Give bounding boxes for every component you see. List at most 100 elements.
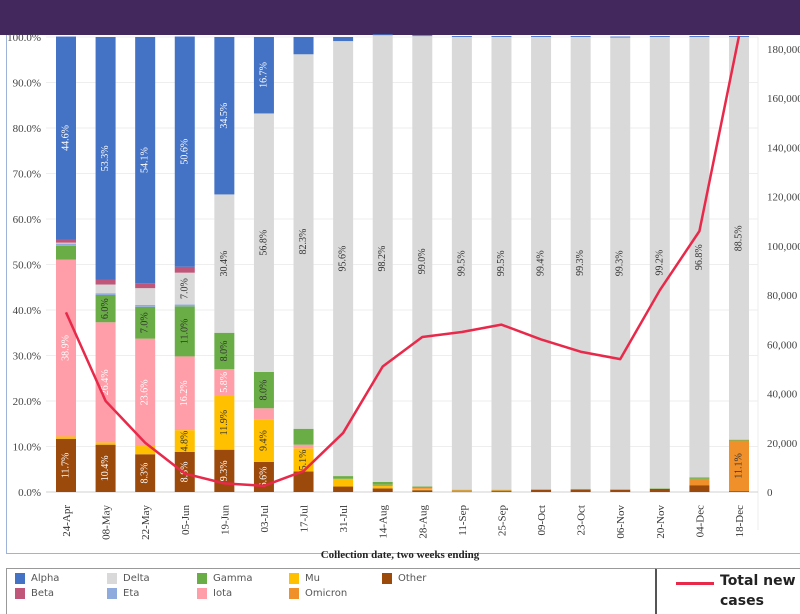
bar-segment-gamma — [452, 490, 472, 491]
y-tick-label: 30.0% — [13, 351, 41, 363]
legend-swatch — [289, 573, 299, 584]
bar-segment-beta — [96, 280, 116, 285]
bar-segment-iota — [294, 445, 314, 449]
bar-segment-gamma — [412, 487, 432, 488]
bar-segment-beta — [135, 283, 155, 288]
data-label: 10.4% — [100, 455, 111, 481]
legend-swatch — [107, 588, 117, 599]
data-label: 88.5% — [734, 225, 745, 251]
legend-swatch — [107, 573, 117, 584]
legend-swatch — [15, 573, 25, 584]
legend-label: Iota — [213, 588, 232, 599]
y-tick-label: 20.0% — [13, 396, 41, 408]
data-label: 9.3% — [219, 460, 230, 481]
bar-segment-gamma — [571, 489, 591, 490]
data-label: 16.2% — [179, 380, 190, 406]
bar-segment-other — [373, 488, 393, 492]
legend-label: Eta — [123, 588, 139, 599]
variant-proportion-chart: 0.0%10.0%20.0%30.0%40.0%50.0%60.0%70.0%8… — [0, 0, 800, 545]
data-label: 44.6% — [61, 125, 72, 151]
data-label: 54.1% — [140, 147, 151, 173]
data-label: 11.0% — [179, 319, 190, 344]
x-tick-label: 06-Nov — [615, 505, 627, 539]
bar-segment-eta — [175, 305, 195, 307]
legend-label: Beta — [31, 588, 54, 599]
legend-item-delta: Delta — [107, 573, 150, 584]
x-tick-label: 08-May — [101, 505, 113, 540]
y2-tick-label: 140,000 — [767, 142, 800, 154]
bar-segment-delta — [56, 243, 76, 244]
data-label: 30.4% — [219, 251, 230, 277]
legend-label: Other — [398, 573, 426, 584]
bar-segment-gamma — [610, 489, 630, 490]
data-label: 23.6% — [140, 379, 151, 405]
bar-segment-omicron — [689, 479, 709, 485]
data-label: 8.0% — [219, 341, 230, 362]
x-tick-label: 28-Aug — [417, 505, 429, 539]
bar-segment-other — [491, 491, 511, 492]
x-tick-label: 03-Jul — [259, 505, 271, 533]
legend-item-other: Other — [382, 573, 426, 584]
bar-segment-omicron — [412, 488, 432, 489]
data-label: 99.5% — [456, 250, 467, 276]
bar-segment-other — [531, 490, 551, 492]
bar-segment-gamma — [491, 490, 511, 491]
data-label: 99.0% — [417, 248, 428, 274]
bar-segment-other — [452, 492, 472, 493]
legend-swatch — [197, 573, 207, 584]
data-label: 56.8% — [258, 230, 269, 256]
bar-segment-gamma — [333, 476, 353, 479]
data-label: 53.3% — [100, 145, 111, 171]
legend-swatch — [289, 588, 299, 599]
bar-segment-iota — [254, 408, 274, 419]
data-label: 11.9% — [219, 410, 230, 435]
y-tick-label: 10.0% — [13, 442, 41, 454]
bar-segment-other — [571, 490, 591, 492]
y-tick-label: 0.0% — [18, 487, 41, 499]
data-label: 5.8% — [219, 372, 230, 393]
y-tick-label: 100.0% — [7, 32, 41, 44]
bar-segment-alpha — [689, 36, 709, 37]
bar-segment-gamma — [294, 429, 314, 445]
bar-segment-delta — [135, 288, 155, 305]
data-label: 99.3% — [615, 250, 626, 276]
data-label: 38.9% — [61, 335, 72, 361]
x-tick-label: 11-Sep — [457, 505, 469, 536]
bar-segment-alpha — [650, 36, 670, 37]
legend-label: Alpha — [31, 573, 59, 584]
bar-segment-gamma — [689, 477, 709, 478]
bar-segment-alpha — [491, 36, 511, 37]
y2-tick-label: 100,000 — [767, 241, 800, 253]
data-label: 11.1% — [734, 453, 745, 478]
data-label: 99.2% — [654, 250, 665, 276]
data-label: 82.3% — [298, 229, 309, 255]
bar-segment-eta — [96, 293, 116, 295]
x-tick-label: 25-Sep — [496, 505, 508, 537]
legend-item-mu: Mu — [289, 573, 320, 584]
bar-segment-omicron — [452, 490, 472, 491]
bar-segment-beta — [254, 113, 274, 114]
data-label: 95.6% — [338, 246, 349, 272]
bar-segment-other — [689, 485, 709, 492]
y-tick-label: 90.0% — [13, 78, 41, 90]
x-tick-label: 14-Aug — [378, 505, 390, 539]
x-tick-label: 05-Jun — [180, 505, 192, 535]
y-tick-label: 70.0% — [13, 169, 41, 181]
y2-tick-label: 120,000 — [767, 192, 800, 204]
bar-segment-beta — [56, 239, 76, 242]
legend-swatch — [15, 588, 25, 599]
bar-segment-alpha — [333, 37, 353, 41]
data-label: 99.5% — [496, 250, 507, 276]
bar-segment-delta — [96, 285, 116, 294]
bar-segment-mu — [333, 479, 353, 487]
x-axis-title: Collection date, two weeks ending — [0, 549, 800, 561]
x-tick-label: 04-Dec — [694, 505, 706, 537]
legend-item-omicron: Omicron — [289, 588, 347, 599]
data-label: 6.0% — [100, 298, 111, 319]
x-tick-label: 24-Apr — [61, 505, 73, 537]
bar-segment-eta — [135, 305, 155, 307]
data-label: 99.3% — [575, 250, 586, 276]
legend-label: Gamma — [213, 573, 253, 584]
x-tick-label: 22-May — [140, 505, 152, 540]
data-label: 8.0% — [258, 380, 269, 401]
